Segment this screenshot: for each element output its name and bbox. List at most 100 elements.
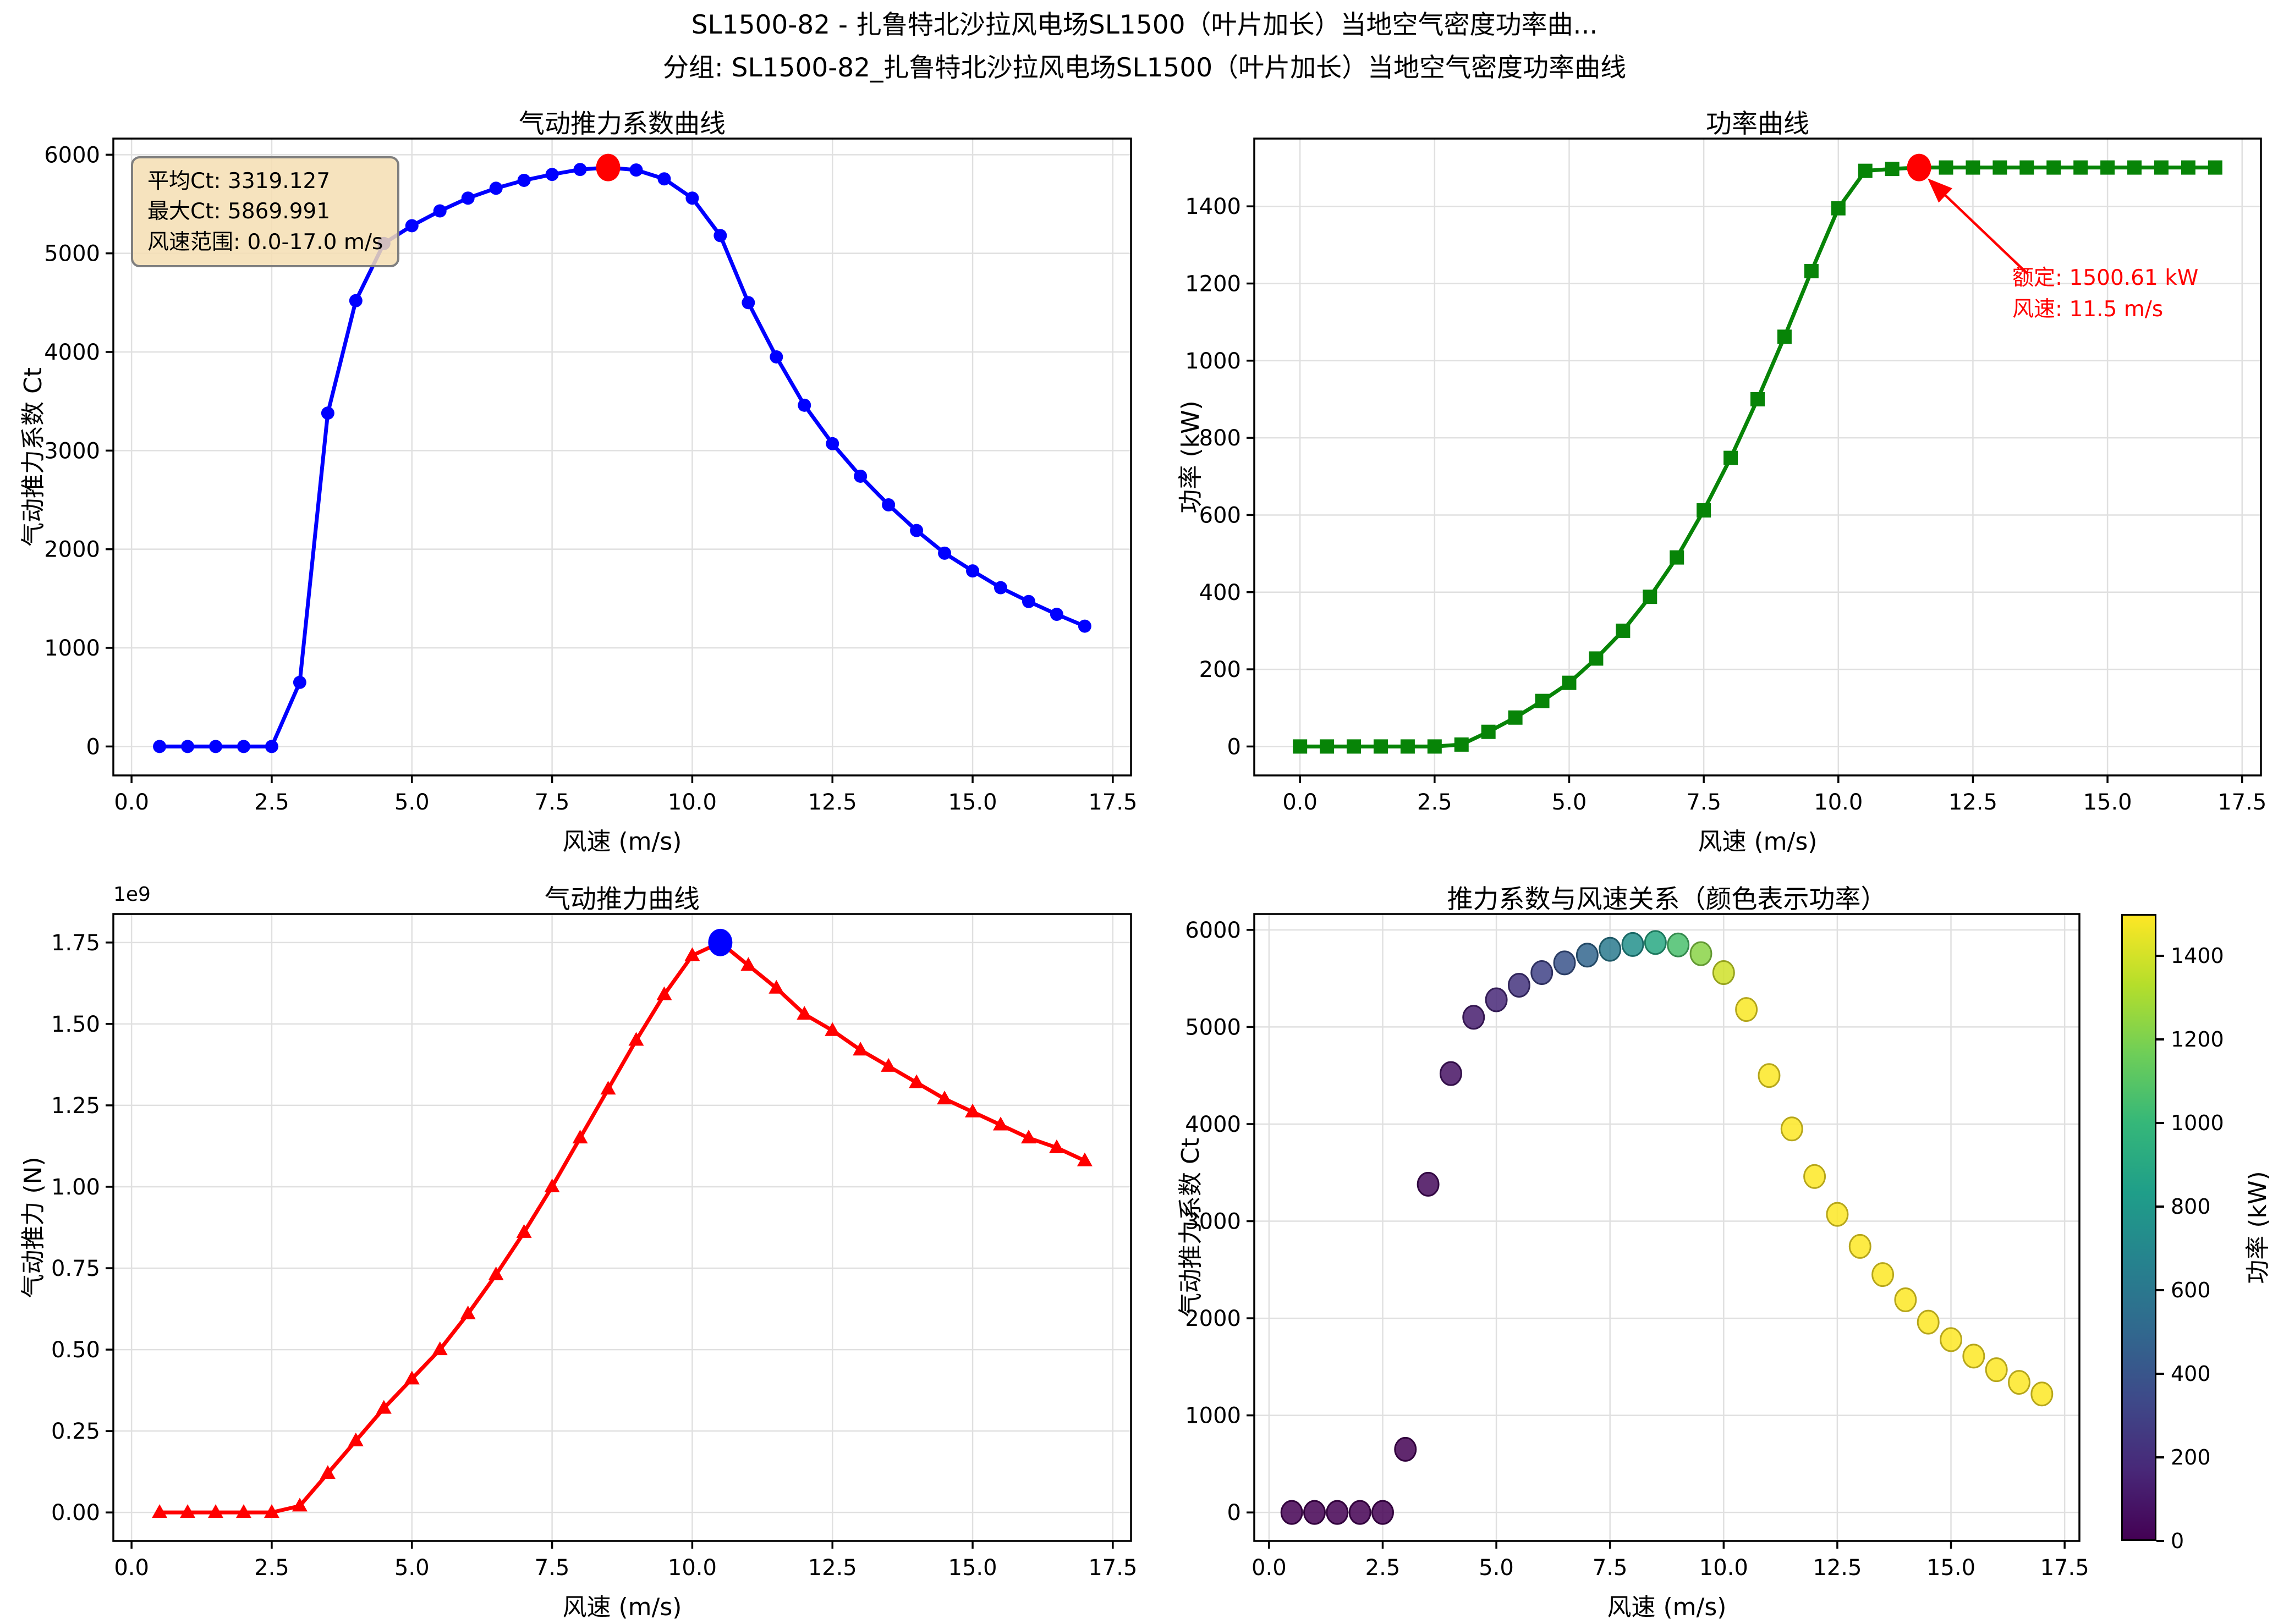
data-point (628, 1032, 644, 1046)
data-point (181, 740, 195, 753)
y-tick-label: 0.75 (51, 1256, 100, 1281)
data-point (1804, 264, 1819, 279)
y-tick-label: 1.00 (51, 1175, 100, 1200)
x-tick-label: 7.5 (1593, 1555, 1628, 1581)
y-tick-label: 1400 (1185, 194, 1241, 219)
x-tick-label: 7.5 (535, 1555, 570, 1581)
y-tick-label: 4000 (44, 340, 100, 365)
data-point (237, 740, 250, 753)
xaxis-label-thrust-curve: 风速 (m/s) (562, 1593, 682, 1621)
colorbar-tick (2156, 1540, 2164, 1542)
scatter-point (1667, 932, 1690, 957)
y-tick-label: 1200 (1185, 272, 1241, 297)
x-tick-label: 0.0 (114, 790, 149, 815)
colorbar-tick (2156, 1122, 2164, 1125)
y-tick-label: 0 (86, 734, 100, 759)
scatter-point (2007, 1370, 2030, 1395)
stats-line-wind-range: 风速范围: 0.0-17.0 m/s (147, 229, 383, 255)
data-point (656, 986, 672, 1000)
data-point (2208, 160, 2222, 175)
yaxis-label-scatter: 气动推力系数 Ct (1177, 1138, 1205, 1317)
stats-line-max-ct: 最大Ct: 5869.991 (147, 199, 331, 224)
axes-spines (112, 913, 1132, 1542)
x-tick-label: 15.0 (1926, 1555, 1975, 1581)
y-tick-label: 400 (1199, 580, 1241, 605)
data-point (1050, 608, 1063, 621)
x-tick-label: 5.0 (394, 1555, 430, 1581)
scatter-point (1962, 1344, 1985, 1369)
colorbar-gradient (2121, 914, 2156, 1541)
data-point (1535, 693, 1550, 708)
data-point (993, 1116, 1009, 1131)
scatter-point (1303, 1500, 1326, 1525)
axes-spines (1253, 913, 2081, 1542)
xaxis-label-ct-curve: 风速 (m/s) (562, 828, 682, 856)
scatter-point (1621, 932, 1644, 957)
scatter-point (1485, 987, 1508, 1012)
data-point (2100, 160, 2115, 175)
scatter-point (1848, 1234, 1871, 1259)
data-point (461, 191, 475, 205)
scatter-point (2030, 1381, 2054, 1407)
data-point (1777, 329, 1792, 344)
stats-line-avg-ct: 平均Ct: 3319.127 (147, 169, 331, 194)
scatter-point (1576, 943, 1599, 968)
y-tick-label: 4000 (1185, 1112, 1241, 1137)
subplot-title-scatter: 推力系数与风速关系（颜色表示功率） (1447, 884, 1887, 915)
data-point (1427, 739, 1442, 754)
y-tick-label: 6000 (1185, 918, 1241, 943)
data-point (740, 957, 756, 971)
colorbar-tick-label: 200 (2171, 1445, 2211, 1470)
x-tick-label: 15.0 (948, 1555, 997, 1581)
data-point (1373, 739, 1388, 754)
highlight-point (708, 928, 733, 956)
scatter-point (1371, 1500, 1394, 1525)
data-point (966, 564, 980, 578)
scatter-point (1348, 1500, 1371, 1525)
data-point (376, 1400, 392, 1414)
x-tick-label: 2.5 (1365, 1555, 1401, 1581)
data-point (235, 1504, 251, 1518)
data-point (348, 1432, 364, 1446)
data-point (2073, 160, 2088, 175)
scatter-point (1417, 1171, 1440, 1197)
x-tick-label: 12.5 (808, 1555, 857, 1581)
data-point (1049, 1139, 1064, 1153)
colorbar-tick (2156, 1456, 2164, 1459)
annotation-line-wind: 风速: 11.5 m/s (2012, 296, 2164, 322)
data-point (853, 1042, 869, 1056)
data-point (909, 1074, 925, 1088)
data-point (1616, 623, 1631, 638)
y-tick-label: 0.50 (51, 1337, 100, 1363)
data-point (797, 1006, 813, 1020)
x-tick-label: 17.5 (2040, 1555, 2089, 1581)
yaxis-label-thrust-curve: 气动推力 (N) (19, 1157, 47, 1298)
data-point (573, 163, 587, 177)
data-point (1858, 163, 1873, 178)
data-point (1885, 162, 1900, 177)
data-point (600, 1081, 616, 1095)
xaxis-label-power-curve: 风速 (m/s) (1698, 828, 1818, 856)
data-point (1078, 619, 1091, 633)
data-point (209, 740, 223, 753)
annotation-arrow (1928, 178, 2029, 275)
x-tick-label: 10.0 (668, 790, 717, 815)
data-point (825, 1022, 841, 1036)
colorbar-tick (2156, 955, 2164, 957)
colorbar-tick-label: 600 (2171, 1278, 2211, 1303)
x-tick-label: 7.5 (1686, 790, 1721, 815)
y-tick-label: 3000 (44, 438, 100, 464)
y-tick-label: 800 (1199, 426, 1241, 451)
y-tick-label: 0 (1227, 734, 1241, 759)
x-tick-label: 0.0 (1251, 1555, 1287, 1581)
yaxis-offset-text: 1e9 (113, 883, 151, 906)
data-point (882, 498, 896, 511)
scatter-point (1439, 1061, 1462, 1086)
data-point (713, 229, 727, 243)
scatter-point (1735, 997, 1758, 1022)
rated-power-annotation: 额定: 1500.61 kW 风速: 11.5 m/s (2012, 263, 2198, 325)
x-tick-label: 17.5 (1088, 790, 1137, 815)
data-point (544, 1178, 560, 1192)
